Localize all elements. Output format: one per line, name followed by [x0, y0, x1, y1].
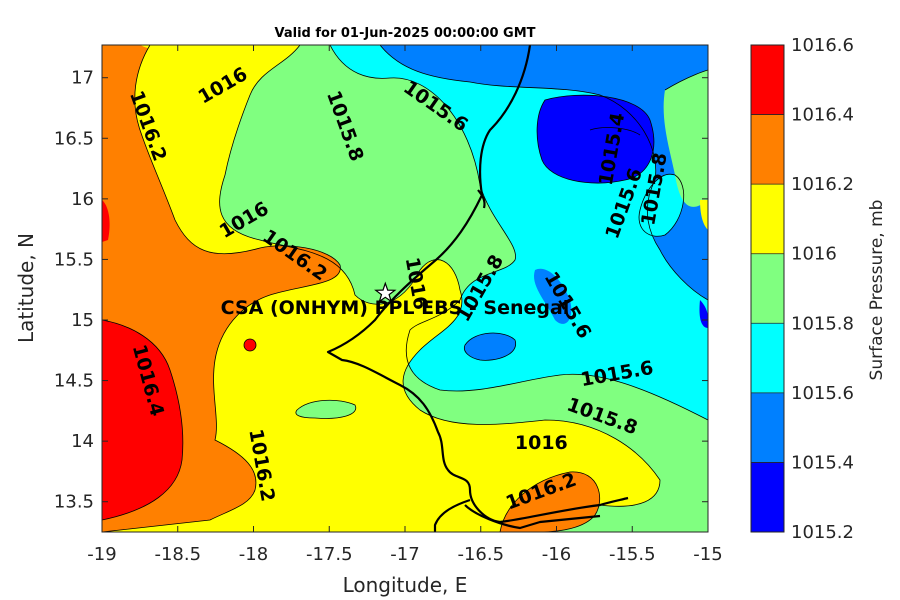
- x-tick-label: -18: [239, 544, 268, 565]
- y-tick-label: 16.5: [54, 128, 94, 149]
- colorbar-band: [751, 253, 784, 324]
- map-title: Valid for 01-Jun-2025 00:00:00 GMT: [275, 26, 536, 41]
- y-tick-label: 17: [71, 68, 94, 89]
- colorbar-band: [751, 392, 784, 463]
- colorbar-band: [751, 114, 784, 185]
- field-1016-ne-edge: [700, 200, 708, 230]
- colorbar-band: [751, 462, 784, 532]
- colorbar-band: [751, 184, 784, 254]
- field-1016-4: [102, 320, 183, 520]
- colorbar-tick-label: 1015.6: [791, 383, 854, 404]
- colorbar: 1015.2 1015.4 1015.6 1015.8 1016 1016.2 1016.4…: [750, 35, 854, 543]
- colorbar-band: [751, 45, 784, 115]
- colorbar-tick-label: 1015.4: [791, 452, 854, 473]
- y-tick-label: 16: [71, 189, 94, 210]
- y-tick-label: 14: [71, 431, 94, 452]
- coastline: [326, 45, 629, 532]
- x-axis-ticks: -19 -18.5 -18 -17.5 -17 -16.5 -16 -15.5 -15: [87, 45, 723, 565]
- y-tick-label: 13.5: [54, 492, 94, 513]
- y-tick-label: 15.5: [54, 249, 94, 270]
- x-axis-label: Longitude, E: [343, 573, 468, 597]
- field-1016-north: [140, 45, 300, 80]
- contour-label: 1016: [515, 432, 568, 454]
- field-1016-4-edge: [102, 200, 110, 242]
- x-tick-label: -15: [693, 544, 722, 565]
- colorbar-tick-label: 1015.8: [791, 313, 854, 334]
- field-1015-4-mid: [534, 268, 572, 324]
- y-tick-label: 15: [71, 310, 94, 331]
- field-1016-4-spot: [244, 339, 256, 351]
- x-tick-label: -15.5: [609, 544, 656, 565]
- field-1015-8-ne: [663, 70, 708, 207]
- y-tick-label: 14.5: [54, 371, 94, 392]
- field-1015-4-pocket: [464, 333, 516, 361]
- star-icon: [374, 281, 397, 303]
- y-axis-label: Latitude, N: [14, 233, 38, 343]
- colorbar-tick-label: 1016.4: [791, 105, 854, 126]
- y-axis-ticks: 13.5 14 14.5 15 15.5 16 16.5 17: [54, 68, 708, 513]
- colorbar-tick-label: 1016: [791, 244, 837, 265]
- colorbar-tick-label: 1016.6: [791, 35, 854, 56]
- colorbar-label: Surface Pressure, mb: [867, 200, 887, 381]
- contour-lines: [102, 45, 708, 532]
- colorbar-band: [751, 323, 784, 393]
- station-star-shape: [374, 281, 397, 303]
- station-label: CSA (ONHYM) PPL EBS - Senegal: [221, 297, 570, 319]
- x-tick-label: -17: [390, 544, 419, 565]
- x-tick-label: -16: [542, 544, 571, 565]
- x-tick-label: -16.5: [457, 544, 504, 565]
- x-tick-label: -17.5: [306, 544, 353, 565]
- field-1016: [102, 45, 660, 532]
- field-1015-2: [537, 95, 654, 184]
- field-1015-6-pocket: [639, 174, 684, 237]
- x-tick-label: -18.5: [154, 544, 201, 565]
- x-tick-label: -19: [87, 544, 116, 565]
- field-1015-2-edge: [699, 300, 708, 328]
- colorbar-tick-label: 1016.2: [791, 174, 854, 195]
- field-1015-8-pocket: [295, 400, 356, 419]
- colorbar-tick-label: 1015.2: [791, 522, 854, 543]
